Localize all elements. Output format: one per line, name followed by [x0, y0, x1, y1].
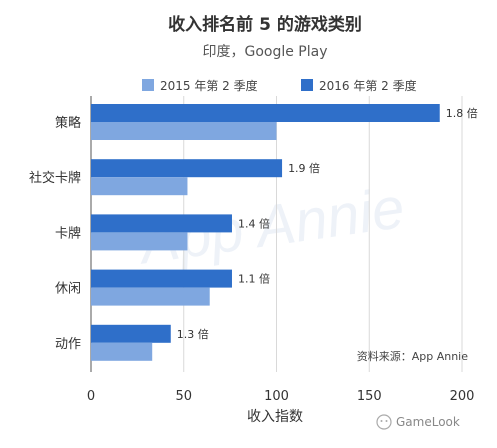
data-label-2: 1.9 倍: [288, 161, 320, 175]
legend-swatch-2: [301, 79, 313, 91]
x-tick-50: 50: [175, 389, 192, 404]
category-label-3: 卡牌: [55, 225, 81, 241]
x-tick-200: 200: [450, 389, 475, 404]
category-label-2: 社交卡牌: [29, 170, 81, 186]
bar-2016-5: [91, 324, 171, 343]
bar-2015-3: [91, 232, 188, 251]
legend-label-2: 2016 年第 2 季度: [319, 78, 417, 93]
chart-subtitle: 印度，Google Play: [202, 44, 327, 60]
gamelook-watermark: GameLook: [376, 414, 460, 430]
x-tick-150: 150: [357, 389, 382, 404]
gamelook-logo-icon: [376, 414, 392, 430]
source-note: 资料来源：App Annie: [357, 349, 469, 363]
chart-title: 收入排名前 5 的游戏类别: [168, 14, 362, 35]
gamelook-text: GameLook: [396, 415, 460, 429]
x-tick-labels: 0 50 100 150 200: [87, 389, 475, 404]
data-label-3: 1.4 倍: [238, 216, 270, 230]
data-label-4: 1.1 倍: [238, 272, 270, 286]
legend-swatch-1: [142, 79, 154, 91]
legend: 2015 年第 2 季度 2016 年第 2 季度: [142, 78, 417, 93]
bar-2016-2: [91, 159, 283, 178]
bar-2016-3: [91, 214, 232, 233]
bar-2015-2: [91, 177, 188, 196]
x-axis-label: 收入指数: [247, 409, 303, 425]
bar-2016-4: [91, 269, 232, 288]
legend-label-1: 2015 年第 2 季度: [160, 78, 258, 93]
bar-2015-5: [91, 342, 153, 361]
category-label-4: 休闲: [55, 282, 81, 297]
bars: 1.8 倍 1.9 倍 1.4 倍 1.1 倍 1.3 倍: [91, 104, 478, 361]
category-label-1: 策略: [55, 115, 81, 131]
category-label-5: 动作: [55, 337, 81, 352]
bar-2016-1: [91, 104, 440, 122]
bar-2015-1: [91, 122, 277, 140]
x-tick-100: 100: [264, 389, 289, 404]
data-label-5: 1.3 倍: [177, 327, 209, 341]
data-label-1: 1.8 倍: [446, 106, 478, 120]
x-tick-0: 0: [87, 389, 95, 404]
bar-2015-4: [91, 287, 210, 306]
